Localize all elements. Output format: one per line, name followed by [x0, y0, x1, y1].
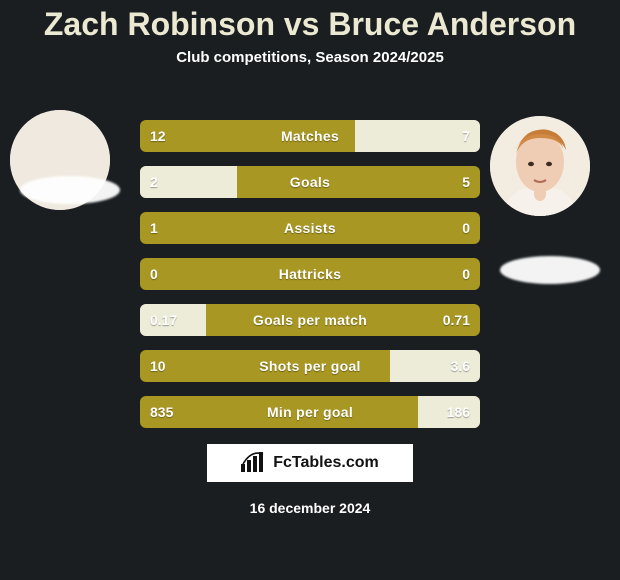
subtitle: Club competitions, Season 2024/2025 — [0, 49, 620, 66]
stat-value-right: 186 — [447, 396, 470, 428]
fctables-logo-text: FcTables.com — [273, 454, 379, 472]
stat-label: Assists — [140, 212, 480, 244]
stat-label: Goals per match — [140, 304, 480, 336]
stat-label: Shots per goal — [140, 350, 480, 382]
stat-value-right: 3.6 — [451, 350, 470, 382]
stat-value-right: 0 — [462, 212, 470, 244]
stat-value-left: 1 — [150, 212, 158, 244]
page-title: Zach Robinson vs Bruce Anderson — [0, 0, 620, 43]
stat-bar-list: Matches127Goals25Assists10Hattricks00Goa… — [140, 120, 480, 442]
stat-row: Hattricks0 0 — [140, 258, 480, 290]
snapshot-date: 16 december 2024 — [0, 500, 620, 516]
comparison-infographic: Zach Robinson vs Bruce Anderson Club com… — [0, 0, 620, 580]
stat-label: Min per goal — [140, 396, 480, 428]
stat-value-left: 835 — [150, 396, 173, 428]
stat-value-left: 0.17 — [150, 304, 177, 336]
stat-value-left: 10 — [150, 350, 166, 382]
stat-row: Matches12 7 — [140, 120, 480, 152]
fctables-logo: FcTables.com — [207, 444, 413, 482]
stat-row: Goals per match0.17 0.71 — [140, 304, 480, 336]
stat-row: Assists1 0 — [140, 212, 480, 244]
player-left-shadow — [20, 176, 120, 204]
stat-value-left: 12 — [150, 120, 166, 152]
stat-label: Goals — [140, 166, 480, 198]
stat-value-right: 0.71 — [443, 304, 470, 336]
player-right-face-icon — [490, 116, 590, 216]
stat-value-left: 2 — [150, 166, 158, 198]
stat-row: Shots per goal10 3.6 — [140, 350, 480, 382]
stat-label: Matches — [140, 120, 480, 152]
stat-label: Hattricks — [140, 258, 480, 290]
stat-value-right: 5 — [462, 166, 470, 198]
stat-value-right: 7 — [462, 120, 470, 152]
stat-value-right: 0 — [462, 258, 470, 290]
player-right-avatar — [490, 116, 590, 216]
stat-row: Goals2 5 — [140, 166, 480, 198]
stat-value-left: 0 — [150, 258, 158, 290]
stat-row: Min per goal835 186 — [140, 396, 480, 428]
player-right-shadow — [500, 256, 600, 284]
bar-chart-icon — [241, 452, 267, 474]
